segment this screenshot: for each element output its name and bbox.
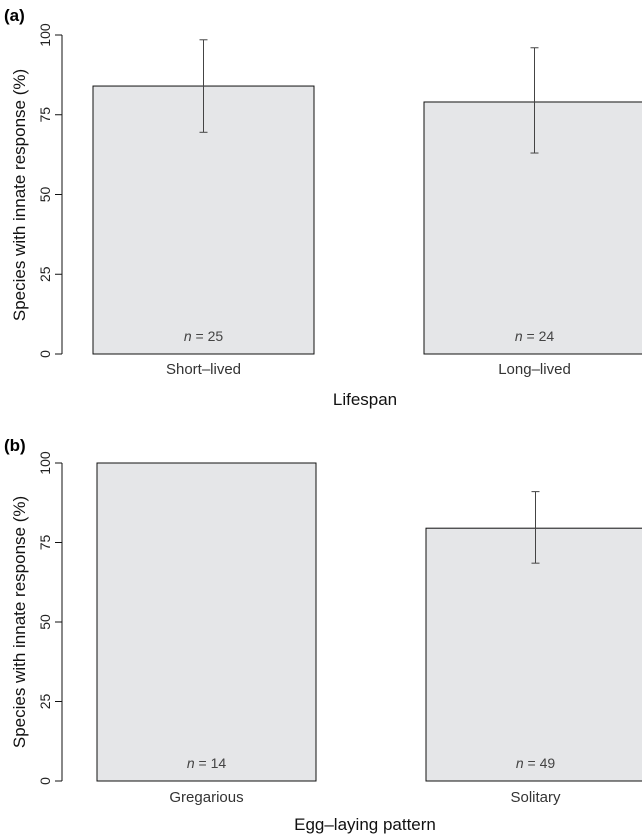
panel-b-x-axis-title: Egg–laying pattern bbox=[294, 815, 436, 834]
y-tick-label: 75 bbox=[37, 535, 53, 551]
bar-n-label-1: n = 25 bbox=[184, 328, 224, 344]
y-tick-label: 25 bbox=[37, 694, 53, 710]
category-label-2: Solitary bbox=[510, 789, 561, 806]
y-tick-label: 50 bbox=[37, 187, 53, 203]
bar-2 bbox=[423, 101, 642, 355]
bar-n-value-2: 24 bbox=[539, 328, 555, 344]
panel-b: (b) Species with innate response (%) 0 25… bbox=[4, 436, 642, 834]
bar-2 bbox=[425, 527, 642, 782]
y-tick-label: 75 bbox=[37, 107, 53, 123]
y-tick-label: 25 bbox=[37, 266, 53, 282]
bar-n-label-2: n = 49 bbox=[516, 755, 556, 771]
bar-n-label-1: n = 14 bbox=[187, 755, 227, 771]
panel-a-y-ticks: 0 25 50 75 100 bbox=[37, 23, 62, 358]
panel-b-label: (b) bbox=[4, 436, 26, 455]
panel-b-y-ticks: 0 25 50 75 100 bbox=[37, 451, 62, 785]
panel-a-bars: n = 25 Short–lived n = 24 Long–lived bbox=[92, 39, 642, 378]
panel-b-bars: n = 14 Gregarious n = 49 Solitary bbox=[96, 462, 642, 806]
bar-n-value-1: 25 bbox=[208, 328, 224, 344]
bar-1 bbox=[96, 462, 317, 782]
bar-n-label-2: n = 24 bbox=[515, 328, 555, 344]
category-label-1: Short–lived bbox=[166, 361, 241, 378]
panel-a-x-axis-title: Lifespan bbox=[333, 390, 397, 409]
bar-n-value-1: 14 bbox=[211, 755, 227, 771]
bar-n-value-2: 49 bbox=[540, 755, 556, 771]
y-tick-label: 0 bbox=[37, 777, 53, 785]
category-label-2: Long–lived bbox=[498, 361, 571, 378]
y-tick-label: 100 bbox=[37, 451, 53, 475]
y-tick-label: 0 bbox=[37, 350, 53, 358]
y-tick-label: 100 bbox=[37, 23, 53, 47]
y-tick-label: 50 bbox=[37, 614, 53, 630]
panel-a: (a) Species with innate response (%) 0 25… bbox=[4, 6, 642, 409]
category-label-1: Gregarious bbox=[169, 789, 243, 806]
panel-b-y-axis-title: Species with innate response (%) bbox=[10, 496, 29, 748]
panel-a-y-axis-title: Species with innate response (%) bbox=[10, 69, 29, 321]
panel-a-label: (a) bbox=[4, 6, 25, 25]
